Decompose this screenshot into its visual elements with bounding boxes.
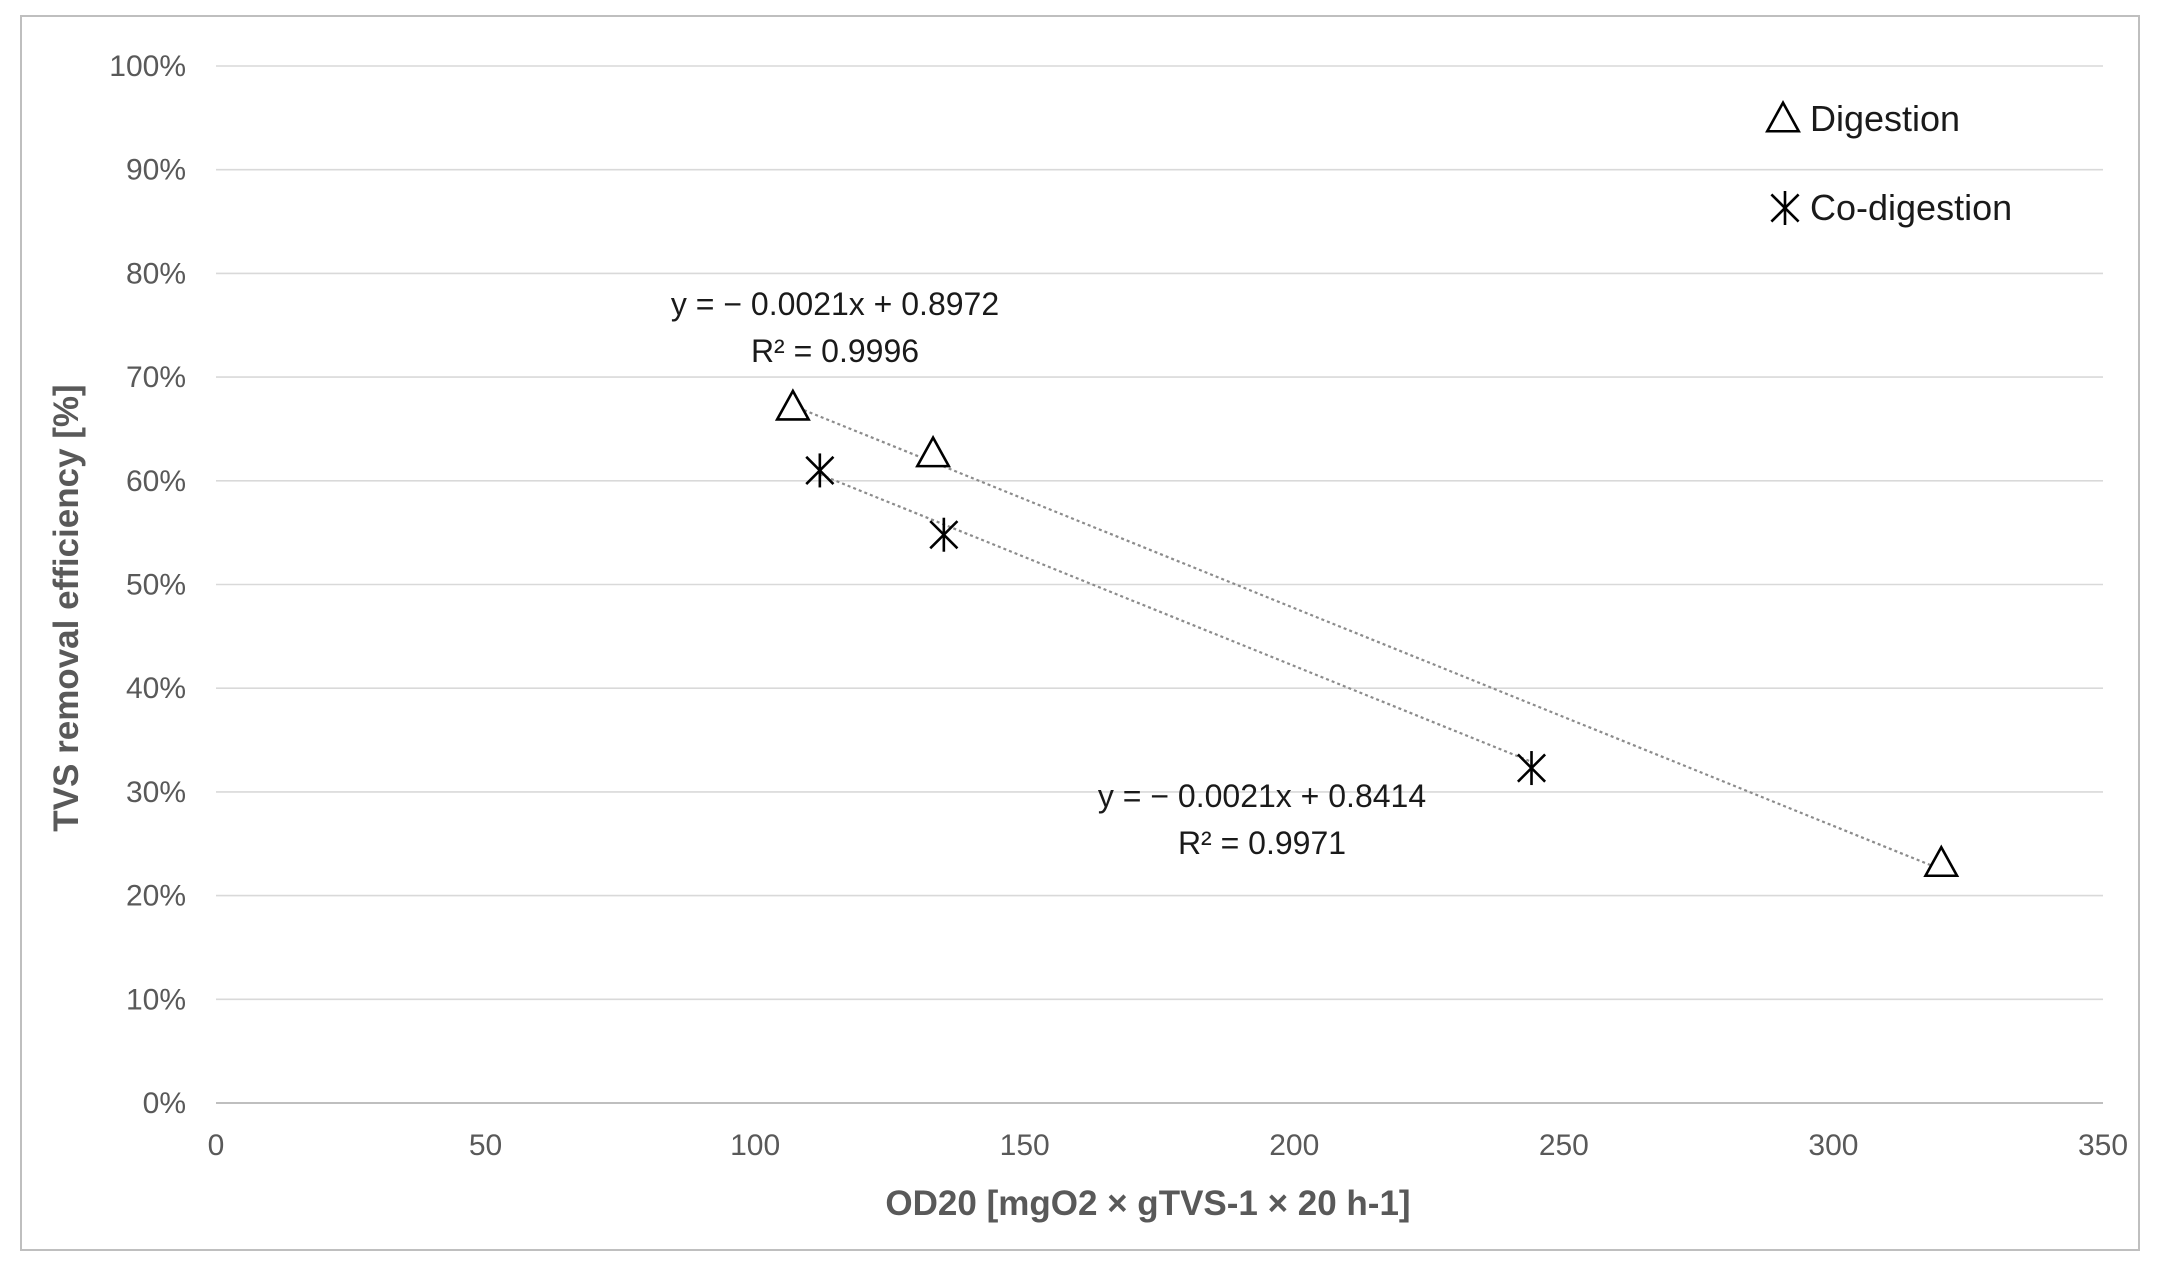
trendline-co-digestion bbox=[819, 473, 1532, 763]
digestion-equation: y = − 0.0021x + 0.8972 bbox=[671, 286, 999, 322]
y-tick-labels: 0% 10% 20% 30% 40% 50% 60% 70% 80% 90% 100% bbox=[109, 50, 186, 1120]
y-tick-label: 60% bbox=[126, 465, 186, 498]
legend-triangle-icon bbox=[1765, 100, 1801, 133]
y-tick-label: 40% bbox=[126, 672, 186, 705]
y-tick-label: 100% bbox=[109, 50, 186, 83]
legend-label-co-digestion: Co-digestion bbox=[1810, 187, 2012, 228]
data-point-co-digestion bbox=[1516, 751, 1547, 786]
data-point-digestion bbox=[1923, 844, 1960, 878]
data-point-co-digestion bbox=[805, 453, 835, 488]
legend-asterisk-icon bbox=[1770, 191, 1800, 225]
trendlines bbox=[792, 404, 1942, 871]
x-tick-label: 100 bbox=[730, 1129, 780, 1162]
legend-marker-co-digestion bbox=[1770, 191, 1800, 225]
trendline-digestion bbox=[792, 404, 1942, 871]
x-tick-label: 50 bbox=[469, 1129, 502, 1162]
y-axis-title: TVS removal efficiency [%] bbox=[47, 384, 86, 831]
gridlines bbox=[216, 65, 2103, 1001]
legend-label-digestion: Digestion bbox=[1810, 98, 1960, 139]
y-tick-label: 10% bbox=[126, 983, 186, 1016]
co-digestion-r2: R² = 0.9971 bbox=[1178, 825, 1346, 861]
x-tick-label: 250 bbox=[1539, 1129, 1589, 1162]
data-point-digestion bbox=[915, 434, 952, 468]
y-tick-label: 90% bbox=[126, 154, 186, 187]
y-tick-label: 30% bbox=[126, 776, 186, 809]
y-tick-label: 70% bbox=[126, 361, 186, 394]
co-digestion-equation: y = − 0.0021x + 0.8414 bbox=[1098, 778, 1426, 814]
x-tick-label: 200 bbox=[1269, 1129, 1319, 1162]
x-tick-label: 350 bbox=[2078, 1129, 2128, 1162]
data-point-digestion bbox=[774, 388, 811, 421]
y-tick-label: 80% bbox=[126, 257, 186, 290]
x-tick-labels: 0 50 100 150 200 250 300 350 bbox=[208, 1129, 2128, 1162]
digestion-r2: R² = 0.9996 bbox=[751, 333, 919, 369]
data-point-co-digestion bbox=[929, 517, 959, 552]
y-tick-label: 20% bbox=[126, 880, 186, 913]
legend-marker-digestion bbox=[1765, 100, 1801, 133]
x-axis-title: OD20 [mgO2 × gTVS-1 × 20 h-1] bbox=[885, 1184, 1410, 1223]
y-tick-label: 50% bbox=[126, 569, 186, 602]
x-tick-label: 0 bbox=[208, 1129, 225, 1162]
y-tick-label: 0% bbox=[143, 1087, 186, 1120]
data-points bbox=[774, 388, 1960, 878]
x-tick-label: 150 bbox=[1000, 1129, 1050, 1162]
legend: Digestion Co-digestion bbox=[1765, 98, 2012, 228]
x-tick-label: 300 bbox=[1808, 1129, 1858, 1162]
